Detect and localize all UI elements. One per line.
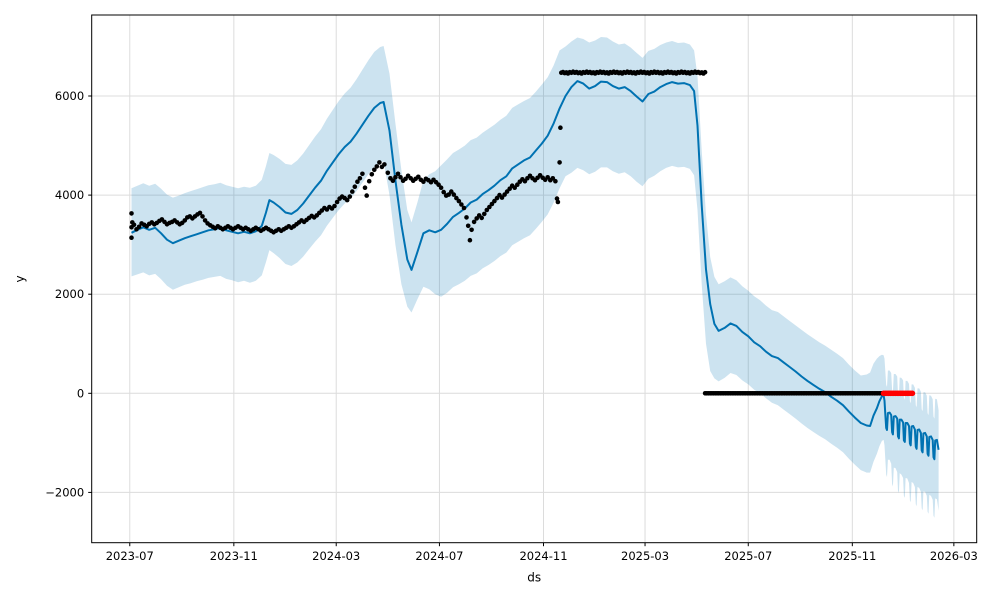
x-tick-label: 2025-07 bbox=[724, 549, 772, 563]
y-tick-label: 0 bbox=[77, 386, 84, 400]
y-axis-label: y bbox=[13, 275, 27, 282]
axes-frame-and-ticks: 2023-07 2023-11 2024-03 2024-07 2024-11 2025-… bbox=[45, 14, 978, 563]
x-axis-label: ds bbox=[527, 571, 541, 585]
x-tick-label: 2023-11 bbox=[210, 549, 258, 563]
gridlines bbox=[91, 15, 977, 543]
x-tick-label: 2025-11 bbox=[828, 549, 876, 563]
x-tick-label: 2026-03 bbox=[930, 549, 978, 563]
forecast-line bbox=[131, 80, 940, 461]
x-tick-label: 2024-03 bbox=[312, 549, 360, 563]
y-tick-label: 4000 bbox=[55, 188, 84, 202]
y-tick-label: 6000 bbox=[55, 89, 84, 103]
uncertainty-band bbox=[131, 37, 939, 518]
x-tick-label: 2023-07 bbox=[106, 549, 154, 563]
x-tick-label: 2024-11 bbox=[519, 549, 567, 563]
y-tick-label: −2000 bbox=[45, 485, 84, 499]
x-tick-label: 2024-07 bbox=[415, 549, 463, 563]
recent-actual-points bbox=[880, 390, 916, 397]
x-tick-label: 2025-03 bbox=[621, 549, 669, 563]
actual-data-points bbox=[129, 69, 886, 396]
y-tick-label: 2000 bbox=[55, 287, 84, 301]
